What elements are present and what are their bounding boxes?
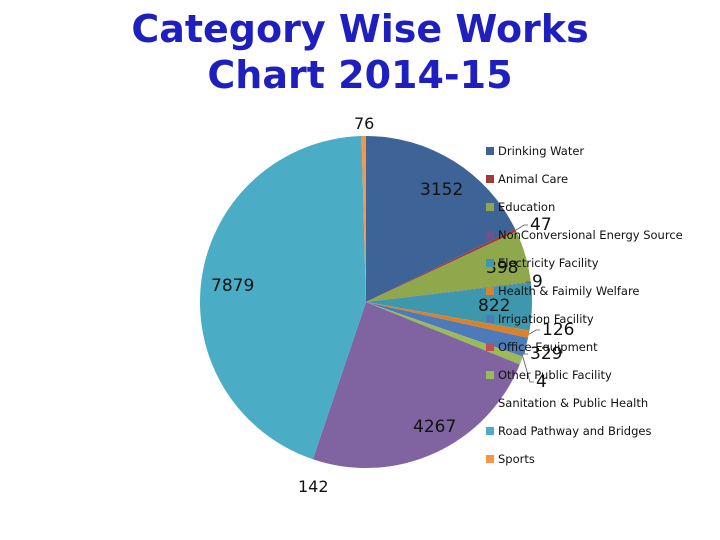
legend-swatch [486,203,494,211]
data-label-irrigation-facility: 329 [530,344,562,364]
legend-label: Education [498,200,556,214]
legend-item-office-equipment: Office Equipment [486,338,720,366]
legend-swatch [486,371,494,379]
data-label-drinking-water: 3152 [420,180,463,200]
data-label-sports: 76 [354,114,374,133]
legend-swatch [486,147,494,155]
pie-slice-education [366,231,531,302]
chart-title-line-1: Category Wise Works [131,7,589,51]
legend-item-animal-care: Animal Care [486,170,720,198]
legend-item-health-and-faimily-welfare: Health & Faimily Welfare [486,282,720,310]
legend-label: Sanitation & Public Health [498,396,649,410]
legend-item-road-pathway-and-bridges: Road Pathway and Bridges [486,422,720,450]
legend-item-sports: Sports [486,450,720,478]
pie-slice-sanitation-and-public-health [312,302,520,469]
data-label-electricity-facility: 822 [478,296,510,316]
data-label-other-public-facility: 142 [298,477,329,496]
legend-label: Health & Faimily Welfare [498,284,640,298]
data-label-animal-care: 47 [530,215,552,235]
chart-title: Category Wise Works Chart 2014-15 [0,6,720,98]
legend-swatch [486,231,494,239]
legend-swatch [486,455,494,463]
pie-slice-animal-care [366,229,517,302]
data-label-health-and-faimily-welfare: 126 [542,320,574,340]
leader-line-irrigation-facility [523,347,528,355]
data-label-sanitation-and-public-health: 4267 [413,417,456,437]
legend-swatch [486,399,494,407]
leader-line-health-and-faimily-welfare [528,329,540,335]
legend-label: Road Pathway and Bridges [498,424,652,438]
legend-item-sanitation-and-public-health: Sanitation & Public Health [486,394,720,422]
legend-swatch [486,315,494,323]
pie-slice-sports [361,136,366,302]
legend-label: Irrigation Facility [498,312,594,326]
legend-label: Electricity Facility [498,256,599,270]
leader-line-office-equipment [522,356,534,383]
pie-slice-drinking-water [366,136,516,302]
legend-label: Other Public Facility [498,368,612,382]
chart-title-line-2: Chart 2014-15 [207,53,513,97]
pie-slice-irrigation-facility [366,302,529,357]
pie-slice-road-pathway-and-bridges [199,136,366,460]
data-label-office-equipment: 4 [536,372,547,392]
pie-slice-health-and-faimily-welfare [366,302,530,338]
legend-swatch [486,427,494,435]
legend-item-irrigation-facility: Irrigation Facility [486,310,720,338]
legend-label: NonConversional Energy Source [498,228,683,242]
legend-swatch [486,287,494,295]
chart-legend: Drinking Water Animal Care Education NonCon… [486,142,720,478]
legend-label: Drinking Water [498,144,585,158]
data-label-road-pathway-and-bridges: 7879 [211,276,254,296]
leader-line-animal-care [515,224,528,231]
legend-label: Animal Care [498,172,569,186]
legend-swatch [486,259,494,267]
pie-slice-office-equipment [366,302,523,357]
data-labels: 3152 47 398 9 822 126 329 4 142 4267 7879 76 [211,114,574,496]
legend-item-electricity-facility: Electricity Facility [486,254,720,282]
legend-item-other-public-facility: Other Public Facility [486,366,720,394]
legend-swatch [486,175,494,183]
leader-lines [515,224,540,383]
pie-slice-other-public-facility [366,302,523,365]
legend-label: Sports [498,452,535,466]
legend-item-nonconversional-energy-source: NonConversional Energy Source [486,226,720,254]
legend-swatch [486,343,494,351]
data-label-nonconversional-energy-source: 9 [532,272,543,292]
data-label-education: 398 [486,258,518,278]
legend-item-education: Education [486,198,720,226]
legend-label: Office Equipment [498,340,598,354]
legend-item-drinking-water: Drinking Water [486,142,720,170]
